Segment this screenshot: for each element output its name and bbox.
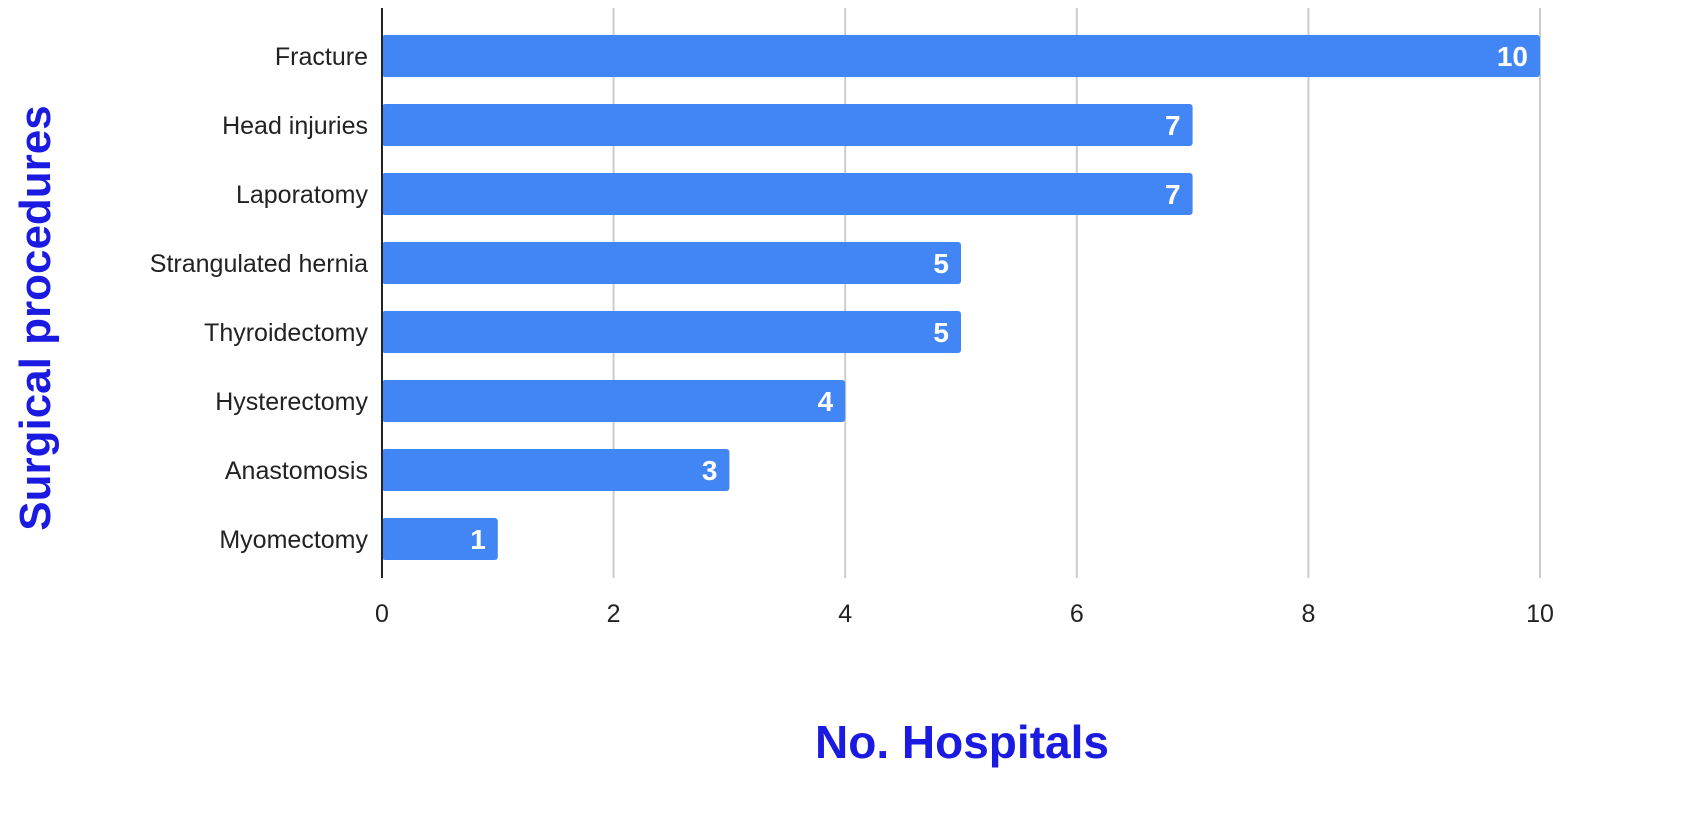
y-category-label: Myomectomy xyxy=(219,526,368,554)
y-category-label: Laporatomy xyxy=(236,181,369,209)
bar-data-label: 4 xyxy=(818,386,834,417)
y-category-label: Hysterectomy xyxy=(215,388,368,416)
x-tick-label: 0 xyxy=(375,600,389,628)
y-category-label: Strangulated hernia xyxy=(150,250,368,278)
bar xyxy=(382,449,730,491)
bars-layer xyxy=(382,35,1540,560)
bar xyxy=(382,380,846,422)
bar-data-label: 5 xyxy=(933,248,949,279)
x-tick-label: 4 xyxy=(838,600,852,628)
grid-layer xyxy=(612,8,1541,578)
x-tick-label: 6 xyxy=(1070,600,1084,628)
bar xyxy=(382,311,961,353)
y-category-label: Thyroidectomy xyxy=(204,319,368,347)
x-tick-label: 8 xyxy=(1301,600,1315,628)
bar-data-label: 5 xyxy=(933,317,949,348)
bar xyxy=(382,173,1193,215)
y-category-label: Fracture xyxy=(275,43,368,71)
bar-data-label: 7 xyxy=(1165,179,1181,210)
x-tick-label: 2 xyxy=(607,600,621,628)
bar-data-label: 3 xyxy=(702,455,718,486)
y-category-label: Head injuries xyxy=(222,112,368,140)
bar-data-label: 10 xyxy=(1497,41,1528,72)
y-axis-title: Surgical procedures xyxy=(11,105,60,530)
category-labels: Fracture Head injuries Laporatomy Strangula… xyxy=(150,43,369,554)
bar xyxy=(382,35,1540,77)
bar xyxy=(382,104,1193,146)
x-axis-title: No. Hospitals xyxy=(815,716,1109,768)
bar xyxy=(382,242,961,284)
y-category-label: Anastomosis xyxy=(225,457,368,485)
bar xyxy=(382,518,498,560)
x-tick-label: 10 xyxy=(1526,600,1554,628)
bar-data-label: 7 xyxy=(1165,110,1181,141)
bar-data-label: 1 xyxy=(470,524,486,555)
data-labels: 10 7 7 5 5 4 3 1 xyxy=(470,41,1528,555)
tick-labels: 0 2 4 6 8 10 xyxy=(375,600,1554,628)
